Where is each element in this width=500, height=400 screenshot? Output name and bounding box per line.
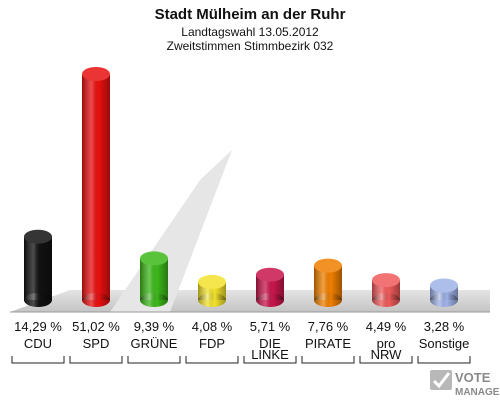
- bar-3: [198, 274, 226, 307]
- logo-text-line2: MANAGER: [455, 387, 500, 398]
- category-label-0: CDU: [24, 336, 52, 351]
- svg-text:SPD: SPD: [83, 336, 110, 351]
- svg-text:CDU: CDU: [24, 336, 52, 351]
- logo-text-line1: VOTE: [455, 370, 491, 385]
- svg-text:DIE: DIE: [259, 336, 281, 351]
- category-label-1: SPD: [83, 336, 110, 351]
- category-label-2: GRÜNE: [131, 336, 178, 351]
- category-bracket-7: [417, 356, 471, 364]
- value-label-7: 3,28 %: [424, 319, 465, 334]
- value-label-0: 14,29 %: [14, 319, 62, 334]
- bar-6: [372, 273, 400, 307]
- svg-text:pro: pro: [377, 336, 396, 351]
- category-bracket-5: [301, 356, 355, 364]
- category-bracket-4: [243, 356, 297, 364]
- bar-1: [82, 67, 110, 307]
- category-bracket-6: [359, 356, 413, 364]
- category-label-7: Sonstige: [419, 336, 470, 351]
- bars-group: [24, 67, 458, 307]
- svg-text:FDP: FDP: [199, 336, 225, 351]
- value-label-6: 4,49 %: [366, 319, 407, 334]
- svg-text:NRW: NRW: [371, 347, 403, 362]
- category-bracket-2: [127, 356, 181, 364]
- value-label-4: 5,71 %: [250, 319, 291, 334]
- chart-subtitle-2: Zweitstimmen Stimmbezirk 032: [167, 39, 334, 53]
- category-bracket-3: [185, 356, 239, 364]
- bar-4: [256, 267, 284, 307]
- bar-7: [430, 278, 458, 307]
- bar-0: [24, 229, 52, 307]
- svg-text:PIRATE: PIRATE: [305, 336, 351, 351]
- vote-manager-logo: VOTE MANAGER: [430, 370, 500, 398]
- value-label-3: 4,08 %: [192, 319, 233, 334]
- value-label-1: 51,02 %: [72, 319, 120, 334]
- category-label-3: FDP: [199, 336, 225, 351]
- bar-2: [140, 251, 168, 307]
- chart-subtitle: Landtagswahl 13.05.2012: [181, 25, 319, 39]
- value-labels-group: 14,29 % 51,02 % 9,39 % 4,08 % 5,71 % 7,76 % 4,…: [14, 319, 465, 334]
- checkmark-icon: [430, 370, 452, 390]
- svg-text:LINKE: LINKE: [251, 347, 289, 362]
- value-label-5: 7,76 %: [308, 319, 349, 334]
- chart-title: Stadt Mülheim an der Ruhr: [155, 6, 346, 23]
- svg-text:Sonstige: Sonstige: [419, 336, 470, 351]
- category-bracket-0: [11, 356, 65, 364]
- bar-5: [314, 258, 342, 307]
- category-bracket-1: [69, 356, 123, 364]
- category-label-5: PIRATE: [305, 336, 351, 351]
- value-label-2: 9,39 %: [134, 319, 175, 334]
- svg-text:GRÜNE: GRÜNE: [131, 336, 178, 351]
